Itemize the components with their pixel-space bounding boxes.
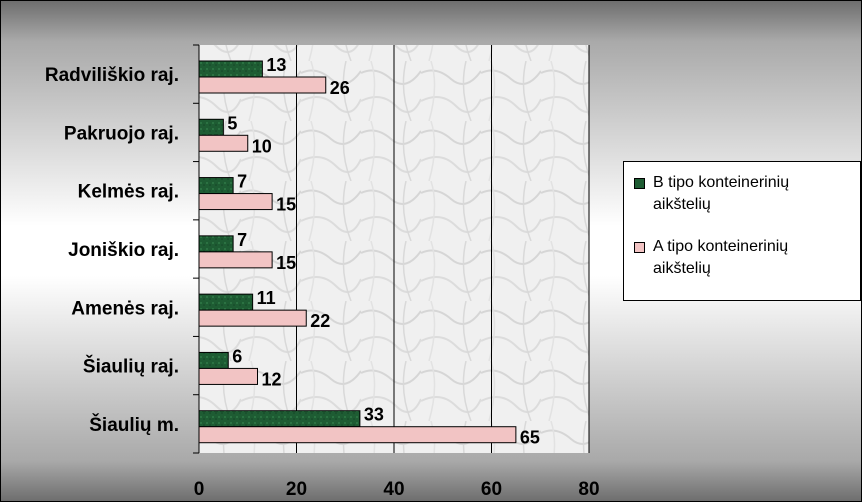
bar-b-tipo bbox=[198, 60, 263, 78]
bar-a-tipo bbox=[198, 193, 273, 211]
x-tick-label: 80 bbox=[578, 479, 599, 500]
category-label: Radviliškio raj. bbox=[45, 65, 179, 86]
legend-label-b: B tipo konteinerinių aikštelių bbox=[653, 174, 790, 213]
category-label: Joniškio raj. bbox=[68, 240, 179, 261]
x-tick-label: 60 bbox=[481, 479, 502, 500]
category-label: Šiaulių m. bbox=[89, 414, 179, 436]
data-label: 5 bbox=[227, 113, 237, 133]
x-tick-label: 20 bbox=[286, 479, 307, 500]
legend-label-a: A tipo konteinerinių aikštelių bbox=[653, 238, 789, 277]
category-label: Kelmės raj. bbox=[78, 182, 179, 203]
data-label: 15 bbox=[276, 195, 296, 215]
bar-b-tipo bbox=[198, 410, 361, 428]
x-tick-label: 0 bbox=[194, 479, 205, 500]
bars bbox=[198, 60, 517, 444]
bar-a-tipo bbox=[198, 309, 307, 327]
data-label: 7 bbox=[237, 230, 247, 250]
category-label: Amenės raj. bbox=[71, 298, 179, 319]
legend-swatch-a bbox=[634, 242, 645, 253]
x-tick-label: 40 bbox=[383, 479, 404, 500]
data-label: 10 bbox=[252, 136, 272, 156]
grid-lines bbox=[193, 44, 590, 454]
data-label: 65 bbox=[520, 428, 540, 448]
bar-b-tipo bbox=[198, 351, 229, 369]
data-label: 22 bbox=[310, 311, 330, 331]
category-label: Pakruojo raj. bbox=[64, 123, 179, 144]
bar-a-tipo bbox=[198, 134, 249, 152]
labels: 0 20 40 60 80 Radviliškio raj. 13 26 Pakruojo ra… bbox=[45, 55, 600, 500]
data-label: 6 bbox=[232, 346, 242, 366]
data-label: 13 bbox=[266, 55, 286, 75]
data-label: 7 bbox=[237, 172, 247, 192]
bar-a-tipo bbox=[198, 76, 327, 94]
data-label: 12 bbox=[262, 369, 282, 389]
data-label: 15 bbox=[276, 253, 296, 273]
data-label: 26 bbox=[330, 78, 350, 98]
bar-a-tipo bbox=[198, 367, 258, 385]
data-label: 33 bbox=[364, 405, 384, 425]
legend-swatch-b bbox=[634, 178, 645, 189]
bar-a-tipo bbox=[198, 251, 273, 269]
bar-b-tipo bbox=[198, 235, 234, 253]
legend: B tipo konteinerinių aikštelių A tipo ko… bbox=[623, 161, 861, 301]
data-label: 11 bbox=[257, 288, 276, 308]
bar-b-tipo bbox=[198, 293, 254, 311]
bar-b-tipo bbox=[198, 118, 224, 136]
bar-a-tipo bbox=[198, 426, 517, 444]
bar-b-tipo bbox=[198, 177, 234, 195]
category-label: Šiaulių raj. bbox=[83, 356, 179, 378]
